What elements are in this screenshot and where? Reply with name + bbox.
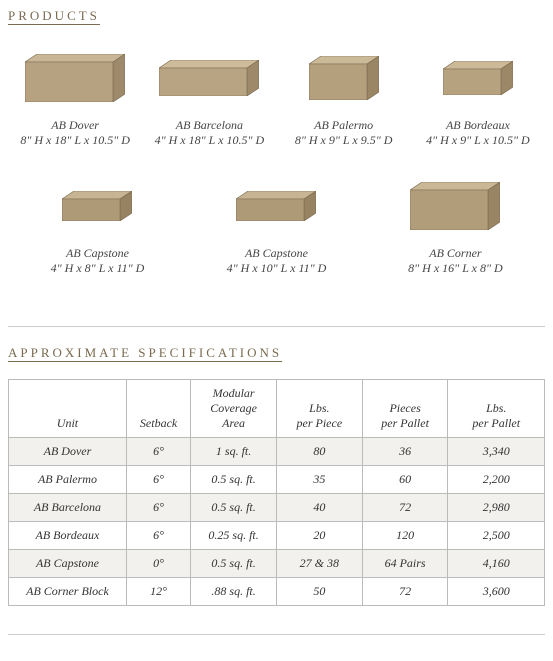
product-dimensions: 8" H x 18" L x 10.5" D [8, 133, 142, 148]
product-dimensions: 4" H x 8" L x 11" D [8, 261, 187, 276]
bottom-divider [8, 634, 545, 635]
product-name: AB Capstone [8, 246, 187, 261]
product-name: AB Dover [8, 118, 142, 133]
section-divider [8, 326, 545, 327]
product-image [411, 48, 545, 108]
table-cell: 40 [276, 494, 362, 522]
table-cell: 2,980 [448, 494, 545, 522]
table-cell: 64 Pairs [362, 550, 448, 578]
product-image [8, 176, 187, 236]
table-cell: 36 [362, 438, 448, 466]
table-cell: 12° [126, 578, 190, 606]
spec-col-header: Lbs.per Piece [276, 380, 362, 438]
product-card: AB Capstone4" H x 8" L x 11" D [8, 170, 187, 276]
table-cell: 6° [126, 494, 190, 522]
table-cell: AB Dover [9, 438, 127, 466]
table-cell: 2,200 [448, 466, 545, 494]
product-name: AB Bordeaux [411, 118, 545, 133]
table-cell: 6° [126, 438, 190, 466]
table-row: AB Palermo6°0.5 sq. ft.35602,200 [9, 466, 545, 494]
spec-table: UnitSetbackModularCoverageAreaLbs.per Pi… [8, 379, 545, 606]
specs-heading: APPROXIMATE SPECIFICATIONS [8, 345, 545, 361]
product-image [366, 176, 545, 236]
table-cell: AB Corner Block [9, 578, 127, 606]
table-cell: AB Bordeaux [9, 522, 127, 550]
product-image [277, 48, 411, 108]
products-heading: PRODUCTS [8, 8, 545, 24]
table-cell: AB Palermo [9, 466, 127, 494]
table-cell: 4,160 [448, 550, 545, 578]
table-cell: 27 & 38 [276, 550, 362, 578]
table-cell: 6° [126, 466, 190, 494]
table-cell: 6° [126, 522, 190, 550]
spec-col-header: Setback [126, 380, 190, 438]
table-cell: 0.5 sq. ft. [191, 466, 277, 494]
table-cell: 120 [362, 522, 448, 550]
product-dimensions: 4" H x 9" L x 10.5" D [411, 133, 545, 148]
table-cell: 0.5 sq. ft. [191, 550, 277, 578]
table-cell: 72 [362, 494, 448, 522]
table-cell: .88 sq. ft. [191, 578, 277, 606]
product-dimensions: 8" H x 9" L x 9.5" D [277, 133, 411, 148]
table-cell: 60 [362, 466, 448, 494]
table-row: AB Bordeaux6°0.25 sq. ft.201202,500 [9, 522, 545, 550]
spec-col-header: ModularCoverageArea [191, 380, 277, 438]
product-card: AB Barcelona4" H x 18" L x 10.5" D [142, 42, 276, 148]
table-cell: 1 sq. ft. [191, 438, 277, 466]
table-cell: 3,340 [448, 438, 545, 466]
product-image [142, 48, 276, 108]
table-row: AB Barcelona6°0.5 sq. ft.40722,980 [9, 494, 545, 522]
table-cell: 20 [276, 522, 362, 550]
table-cell: 50 [276, 578, 362, 606]
table-row: AB Corner Block12°.88 sq. ft.50723,600 [9, 578, 545, 606]
spec-col-header: Unit [9, 380, 127, 438]
table-cell: 0° [126, 550, 190, 578]
product-dimensions: 8" H x 16" L x 8" D [366, 261, 545, 276]
product-name: AB Barcelona [142, 118, 276, 133]
product-name: AB Corner [366, 246, 545, 261]
table-cell: 2,500 [448, 522, 545, 550]
table-cell: AB Capstone [9, 550, 127, 578]
table-row: AB Dover6°1 sq. ft.80363,340 [9, 438, 545, 466]
table-cell: 35 [276, 466, 362, 494]
table-row: AB Capstone0°0.5 sq. ft.27 & 3864 Pairs4… [9, 550, 545, 578]
product-image [8, 48, 142, 108]
product-name: AB Capstone [187, 246, 366, 261]
product-card: AB Dover8" H x 18" L x 10.5" D [8, 42, 142, 148]
table-cell: 0.25 sq. ft. [191, 522, 277, 550]
product-dimensions: 4" H x 18" L x 10.5" D [142, 133, 276, 148]
products-grid: AB Dover8" H x 18" L x 10.5" D AB Barcel… [8, 42, 545, 298]
spec-col-header: Lbs.per Pallet [448, 380, 545, 438]
product-card: AB Corner8" H x 16" L x 8" D [366, 170, 545, 276]
product-image [187, 176, 366, 236]
table-cell: AB Barcelona [9, 494, 127, 522]
product-card: AB Palermo8" H x 9" L x 9.5" D [277, 42, 411, 148]
product-dimensions: 4" H x 10" L x 11" D [187, 261, 366, 276]
table-cell: 0.5 sq. ft. [191, 494, 277, 522]
table-cell: 72 [362, 578, 448, 606]
spec-col-header: Piecesper Pallet [362, 380, 448, 438]
table-cell: 80 [276, 438, 362, 466]
product-card: AB Bordeaux4" H x 9" L x 10.5" D [411, 42, 545, 148]
product-card: AB Capstone4" H x 10" L x 11" D [187, 170, 366, 276]
product-name: AB Palermo [277, 118, 411, 133]
table-cell: 3,600 [448, 578, 545, 606]
